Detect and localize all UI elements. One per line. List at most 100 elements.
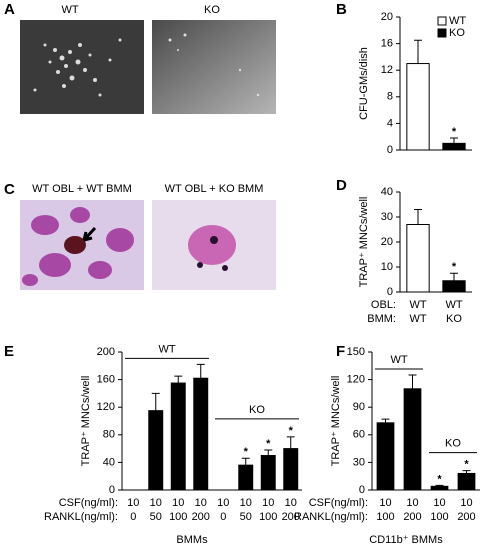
y-tick-label: 30 <box>381 211 393 223</box>
error-bar <box>196 363 205 379</box>
image-label: WT OBL + KO BMM <box>165 183 264 195</box>
y-tick-label: 60 <box>353 429 365 441</box>
error-bar <box>151 392 160 411</box>
bar <box>148 410 164 491</box>
image-label: WT <box>61 4 78 16</box>
panel-letter: B <box>336 1 347 18</box>
y-axis-label: TRAP⁺ MNCs/well <box>330 376 342 467</box>
x-axis-label: CD11b⁺ BMMs <box>369 534 443 546</box>
bar <box>406 224 430 293</box>
group-label: WT <box>158 343 175 355</box>
y-tick-label: 90 <box>353 401 365 413</box>
y-tick-label: 160 <box>97 374 115 386</box>
x-tick-label: 50 <box>240 511 252 523</box>
legend-label: KO <box>449 27 465 39</box>
micrograph <box>152 20 276 114</box>
bar <box>430 485 449 491</box>
micrograph <box>152 200 276 290</box>
panel-letter: A <box>4 1 15 18</box>
x-tick-label: KO <box>446 313 462 325</box>
bar <box>170 382 186 491</box>
x-tick-label: 10 <box>433 497 445 509</box>
y-tick-label: 200 <box>97 346 115 358</box>
bar <box>260 455 276 491</box>
group-label: KO <box>249 404 265 416</box>
image-label: WT OBL + WT BMM <box>32 183 132 195</box>
y-tick-label: 120 <box>347 374 365 386</box>
x-row-label: RANKL(ng/ml): <box>294 511 368 523</box>
x-tick-label: 200 <box>282 511 300 523</box>
x-tick-label: WT <box>445 299 462 311</box>
y-tick-label: 80 <box>103 429 115 441</box>
bar <box>403 388 422 491</box>
y-axis-label: TRAP⁺ MNCs/well <box>80 376 92 467</box>
x-row-label: CSF(ng/ml): <box>309 497 368 509</box>
x-tick-label: 200 <box>192 511 210 523</box>
image-label: KO <box>204 4 220 16</box>
x-tick-label: 10 <box>460 497 472 509</box>
y-tick-label: 4 <box>387 117 393 129</box>
error-bar <box>462 470 471 474</box>
x-row-label: CSF(ng/ml): <box>59 497 118 509</box>
x-tick-label: 100 <box>430 511 448 523</box>
y-tick-label: 20 <box>381 11 393 23</box>
panel-letter: D <box>336 177 347 194</box>
error-bar <box>408 374 417 389</box>
legend-swatch <box>437 16 447 26</box>
y-tick-label: 20 <box>381 236 393 248</box>
x-tick-label: 0 <box>220 511 226 523</box>
x-tick-label: 200 <box>403 511 421 523</box>
y-tick-label: 30 <box>353 456 365 468</box>
bar <box>442 142 466 151</box>
bar <box>283 448 299 491</box>
group-label: KO <box>445 438 461 450</box>
x-tick-label: 10 <box>172 497 184 509</box>
y-axis-label: TRAP⁺ MNCs/well <box>358 197 370 288</box>
error-bar <box>450 272 458 281</box>
error-bar <box>264 449 273 456</box>
significance-mark: * <box>289 425 294 437</box>
y-tick-label: 120 <box>97 401 115 413</box>
error-bar <box>414 39 422 64</box>
significance-mark: * <box>437 473 442 485</box>
y-tick-label: 0 <box>109 484 115 496</box>
y-tick-label: 0 <box>387 286 393 298</box>
legend-label: WT <box>449 15 466 27</box>
x-tick-label: 200 <box>457 511 475 523</box>
y-tick-label: 0 <box>359 484 365 496</box>
group-label: WT <box>390 354 407 366</box>
y-tick-label: 16 <box>381 38 393 50</box>
y-tick-label: 150 <box>347 346 365 358</box>
bar <box>238 464 254 491</box>
legend-swatch <box>437 28 447 38</box>
error-bar <box>414 209 422 225</box>
panel-letter: F <box>336 343 345 360</box>
x-tick-label: 10 <box>127 497 139 509</box>
x-tick-label: 10 <box>379 497 391 509</box>
bar <box>442 280 466 293</box>
error-bar <box>174 375 183 384</box>
x-tick-label: 10 <box>217 497 229 509</box>
x-row-label: OBL: <box>371 299 396 311</box>
x-tick-label: 100 <box>376 511 394 523</box>
x-row-label: RANKL(ng/ml): <box>44 511 118 523</box>
x-tick-label: 10 <box>262 497 274 509</box>
x-tick-label: 10 <box>150 497 162 509</box>
y-tick-label: 12 <box>381 64 393 76</box>
error-bar <box>286 436 295 449</box>
y-tick-label: 10 <box>381 261 393 273</box>
x-tick-label: 100 <box>169 511 187 523</box>
significance-mark: * <box>244 446 249 458</box>
y-tick-label: 40 <box>381 186 393 198</box>
micrograph <box>20 200 144 290</box>
significance-mark: * <box>452 261 457 273</box>
error-bar <box>450 137 458 144</box>
bar <box>376 422 395 491</box>
significance-mark: * <box>266 438 271 450</box>
y-tick-label: 0 <box>387 144 393 156</box>
y-tick-label: 40 <box>103 456 115 468</box>
x-tick-label: 100 <box>259 511 277 523</box>
y-axis-label: CFU-GMs/dish <box>358 47 370 120</box>
error-bar <box>241 457 250 466</box>
